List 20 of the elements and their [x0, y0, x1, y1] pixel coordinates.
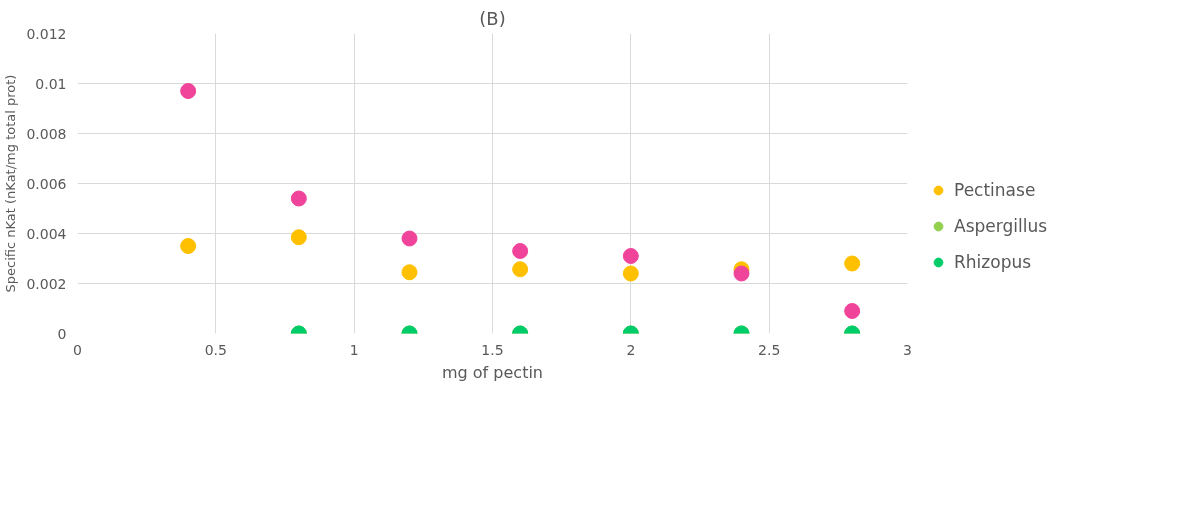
- y-tick-label: 0.002: [26, 275, 67, 292]
- x-tick-label: 1.5: [481, 341, 504, 358]
- x-tick-label: 2: [626, 341, 636, 358]
- y-tick-label: 0.004: [26, 225, 67, 242]
- y-tick-label: 0.006: [26, 175, 67, 192]
- y-tick-label: 0: [57, 325, 67, 342]
- x-tick-label: 0.5: [204, 341, 227, 358]
- x-tick-label: 0: [73, 341, 82, 358]
- x-axis-title: mg of pectin: [442, 362, 543, 382]
- x-tick-label: 1: [349, 341, 359, 358]
- legend-label: Rhizopus: [954, 252, 1032, 272]
- chart-title: (B): [479, 7, 506, 29]
- y-tick-label: 0.012: [26, 25, 67, 42]
- x-tick-label: 2.5: [758, 341, 781, 358]
- legend-label: Aspergillus: [954, 216, 1048, 236]
- y-tick-label: 0.008: [26, 125, 67, 142]
- x-tick-label: 3: [903, 341, 912, 358]
- y-axis-title: Specific nKat (nKat/mg total prot): [3, 74, 19, 293]
- y-tick-label: 0.01: [35, 75, 67, 92]
- legend-label: Pectinase: [954, 180, 1036, 200]
